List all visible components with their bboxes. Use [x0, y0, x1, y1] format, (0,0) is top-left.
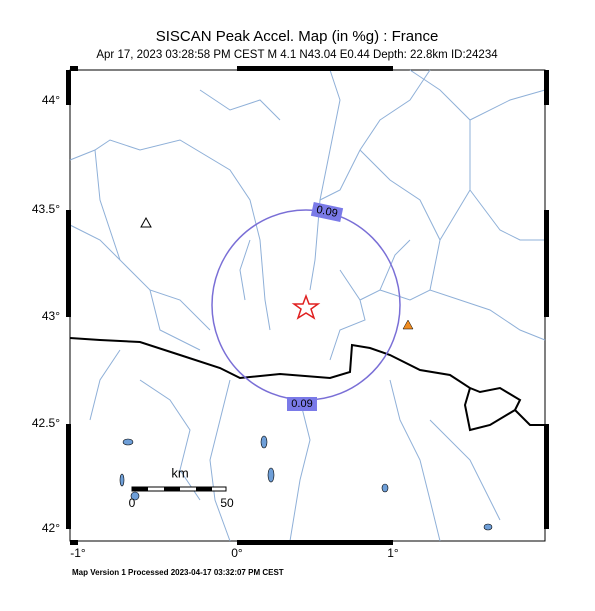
- scalebar-unit: km: [171, 465, 188, 480]
- lat-label: 42°: [42, 521, 60, 535]
- lat-label: 44°: [42, 93, 60, 107]
- rivers: [69, 69, 546, 542]
- epicenter: [291, 293, 321, 320]
- lat-labels: 44° 43.5° 43° 42.5° 42°: [32, 93, 60, 535]
- station: [402, 319, 414, 330]
- lon-label: -1°: [70, 546, 86, 560]
- map-area: 0.09 0.09 km 0 50: [66, 66, 549, 545]
- lat-label: 42.5°: [32, 416, 60, 430]
- contour-label-box: [310, 202, 344, 222]
- lakes: [119, 435, 493, 531]
- footer: Map Version 1 Processed 2023-04-17 03:32…: [72, 568, 284, 577]
- scalebar: km 0 50: [129, 465, 234, 510]
- lon-label: 1°: [387, 546, 399, 560]
- lat-label: 43°: [42, 309, 60, 323]
- lon-label: 0°: [231, 546, 243, 560]
- border: [69, 337, 545, 432]
- scalebar-label: 0: [129, 496, 136, 510]
- station: [140, 216, 152, 228]
- contour-label: 0.09: [291, 398, 312, 410]
- title: SISCAN Peak Accel. Map (in %g) : France: [156, 28, 439, 45]
- subtitle: Apr 17, 2023 03:28:58 PM CEST M 4.1 N43.…: [96, 49, 498, 61]
- contour-label-box: [287, 397, 317, 411]
- lat-label: 43.5°: [32, 202, 60, 216]
- scalebar-label: 50: [220, 496, 234, 510]
- frame-ticks: [66, 66, 549, 545]
- lon-labels: -1° 0° 1°: [70, 546, 399, 560]
- contour-label: 0.09: [315, 204, 338, 220]
